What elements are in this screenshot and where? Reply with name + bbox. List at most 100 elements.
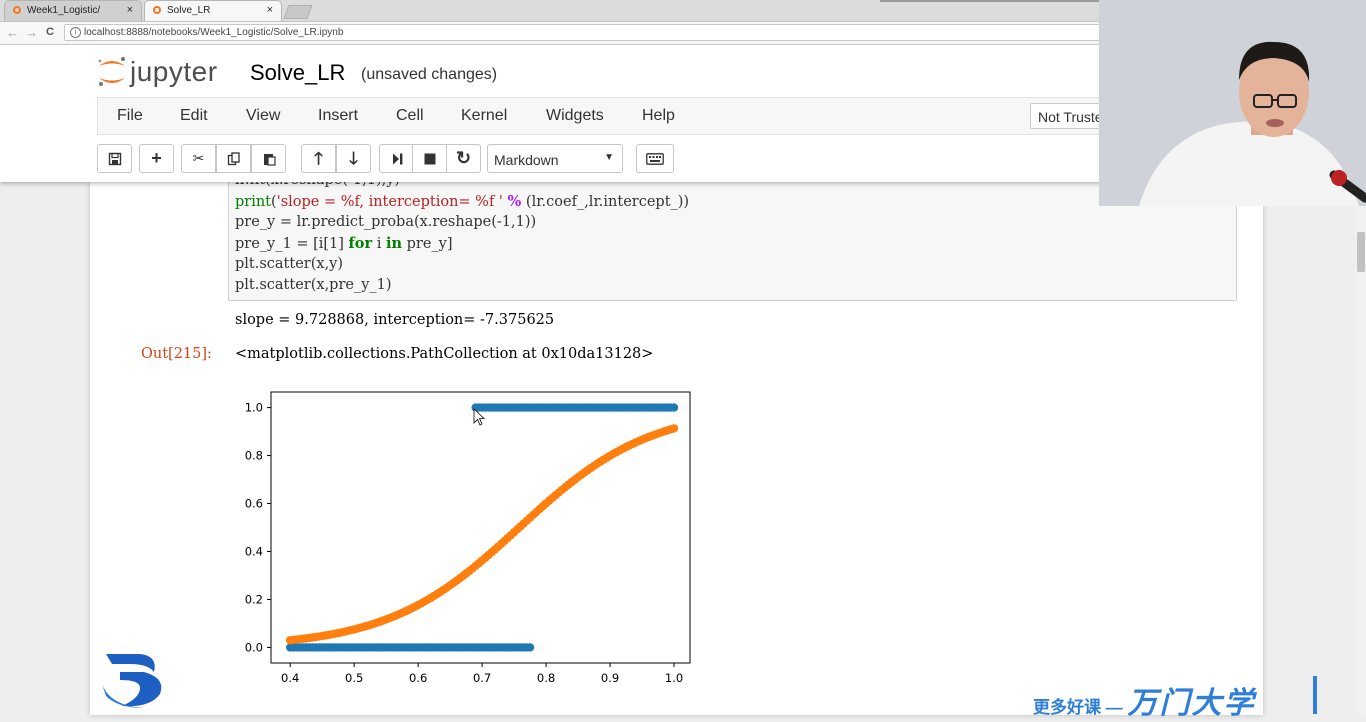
mouse-cursor-icon	[473, 408, 486, 426]
close-icon[interactable]: ×	[126, 4, 133, 16]
menu-file[interactable]: File	[117, 107, 143, 124]
watermark: 更多好课 — 万门大学	[1033, 678, 1255, 722]
code-cell-input[interactable]	[228, 168, 1237, 301]
scrollbar-thumb[interactable]	[1357, 232, 1365, 272]
out-prompt: Out[215]:	[141, 346, 212, 362]
channel-logo-icon	[102, 654, 162, 708]
command-palette-button[interactable]	[636, 144, 674, 173]
menu-insert[interactable]: Insert	[318, 107, 359, 124]
stop-icon	[424, 153, 435, 165]
cut-icon: ✂	[192, 150, 205, 166]
jupyter-logo-icon[interactable]	[95, 54, 129, 88]
x-tick-label: 0.9	[601, 671, 619, 685]
code-line-2: print('slope = %f, interception= %f ' % …	[235, 193, 690, 210]
menu-cell[interactable]: Cell	[396, 107, 424, 124]
watermark-big: 万门大学	[1127, 687, 1256, 720]
jupyter-logo-text[interactable]: jupyter	[130, 56, 218, 87]
scrollbar-track[interactable]	[1356, 206, 1366, 715]
data-point-pred	[669, 424, 679, 433]
keyboard-icon	[646, 153, 664, 165]
copy-button[interactable]	[216, 144, 251, 173]
menu-help[interactable]: Help	[642, 107, 675, 124]
y-tick-label: 0.4	[245, 544, 263, 558]
y-tick-label: 0.6	[245, 497, 263, 511]
cell-stdout: slope = 9.728868, interception= -7.37562…	[235, 312, 555, 328]
y-tick-label: 1.0	[245, 401, 263, 415]
watermark-bar	[1313, 676, 1317, 714]
tab-week1-logistic[interactable]: Week1_Logistic/ ×	[4, 0, 142, 21]
forward-icon[interactable]: →	[25, 25, 38, 40]
data-point-y	[669, 403, 679, 412]
insert-cell-button[interactable]: +	[139, 144, 174, 173]
notebook-title[interactable]: Solve_LR	[250, 60, 346, 85]
jupyter-tab-icon	[153, 6, 161, 14]
code-line-5: plt.scatter(x,y)	[235, 256, 344, 272]
y-tick-label: 0.0	[245, 640, 263, 654]
code-line-6: plt.scatter(x,pre_y_1)	[235, 277, 392, 293]
tab-label: Week1_Logistic/	[27, 5, 101, 16]
x-tick-label: 0.6	[409, 671, 427, 685]
move-down-button[interactable]: 🡓	[336, 144, 371, 173]
save-status: (unsaved changes)	[361, 66, 498, 83]
out-text: <matplotlib.collections.PathCollection a…	[235, 346, 654, 362]
url-text: localhost:8888/notebooks/Week1_Logistic/…	[84, 27, 344, 38]
y-tick-label: 0.2	[245, 592, 263, 606]
x-tick-label: 0.4	[281, 671, 299, 685]
paste-icon	[263, 154, 276, 166]
dropdown-arrow-icon: ▼	[604, 152, 614, 163]
arrow-up-icon: 🡑	[314, 149, 323, 168]
restart-icon: ↻	[455, 148, 472, 168]
menu-kernel[interactable]: Kernel	[461, 107, 508, 124]
close-icon[interactable]: ×	[266, 4, 273, 16]
interrupt-button[interactable]	[412, 144, 447, 173]
new-tab-button[interactable]	[283, 5, 313, 19]
code-token-for: for	[348, 235, 373, 252]
run-icon	[392, 153, 402, 165]
plot-area	[270, 391, 691, 664]
reload-icon[interactable]: C	[46, 26, 54, 38]
restart-button[interactable]: ↻	[446, 144, 481, 173]
save-icon	[108, 152, 121, 166]
tab-solve-lr[interactable]: Solve_LR ×	[144, 0, 282, 21]
jupyter-tab-icon	[13, 6, 21, 14]
address-bar: ← → C i localhost:8888/notebooks/Week1_L…	[0, 22, 1366, 45]
code-token-in: in	[385, 235, 403, 252]
y-tick-label: 0.8	[245, 449, 263, 463]
code-token-a: pre_y_1 = [i[1]	[235, 236, 349, 252]
save-button[interactable]	[97, 144, 132, 173]
data-point-y	[525, 643, 535, 652]
copy-icon	[227, 152, 240, 166]
x-tick-label: 1.0	[665, 671, 683, 685]
presenter-video	[1099, 0, 1366, 206]
info-icon[interactable]: i	[70, 27, 81, 38]
webcam-overlay	[1099, 0, 1366, 206]
tab-label: Solve_LR	[167, 5, 211, 16]
window-edge	[880, 0, 1170, 2]
code-line-4: pre_y_1 = [i[1] for i in pre_y]	[235, 235, 453, 252]
move-up-button[interactable]: 🡑	[301, 144, 336, 173]
run-button[interactable]	[379, 144, 414, 173]
x-tick-label: 0.8	[537, 671, 555, 685]
url-input[interactable]: i localhost:8888/notebooks/Week1_Logisti…	[64, 24, 1164, 41]
x-tick-label: 0.5	[345, 671, 363, 685]
code-token-args: (lr.coef_,lr.intercept_))	[525, 194, 690, 210]
watermark-small: 更多好课 —	[1033, 698, 1123, 717]
cell-type-value: Markdown	[494, 152, 559, 168]
menu-widgets[interactable]: Widgets	[546, 107, 604, 124]
code-token-c: pre_y]	[402, 236, 453, 252]
code-token-print: print	[235, 194, 272, 210]
x-tick-label: 0.7	[473, 671, 491, 685]
cell-type-select[interactable]: Markdown ▼	[487, 144, 623, 173]
code-line-3: pre_y = lr.predict_proba(x.reshape(-1,1)…	[235, 214, 537, 230]
back-icon[interactable]: ←	[6, 25, 19, 40]
menu-view[interactable]: View	[246, 107, 281, 124]
cut-button[interactable]: ✂	[181, 144, 216, 173]
code-token-operator: %	[507, 193, 522, 210]
plus-icon: +	[151, 148, 162, 168]
code-token-string: 'slope = %f, interception= %f '	[276, 194, 503, 210]
menu-edit[interactable]: Edit	[180, 107, 208, 124]
paste-button[interactable]	[251, 144, 286, 173]
arrow-down-icon: 🡓	[349, 149, 358, 168]
chart-axes: 0.4 0.5 0.6 0.7 0.8 0.9 1.0 0.0 0.2 0.4 0.6 0.8 1.0	[245, 401, 683, 685]
toolbar: + ✂ 🡑 🡓 ↻ Markdown ▼	[0, 141, 1366, 175]
